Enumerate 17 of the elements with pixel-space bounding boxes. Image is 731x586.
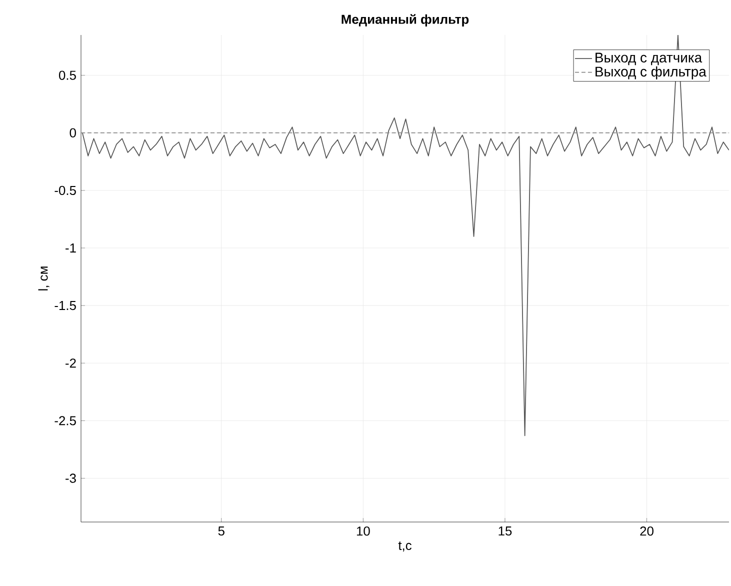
legend-label: Выход с датчика [596, 52, 702, 66]
y-axis-title: l, см [38, 266, 50, 290]
legend-label: Выход с фильтра [596, 66, 706, 80]
y-tick-label: 0.5 [58, 70, 76, 80]
x-tick-label: 20 [640, 526, 654, 536]
x-tick-label: 5 [218, 526, 224, 536]
x-tick-label: 10 [356, 526, 370, 536]
y-tick-label: -1 [66, 244, 76, 252]
x-axis-title: t,c [398, 542, 412, 552]
y-tick-label: -2.5 [54, 416, 76, 426]
chart-title: Медианный фильтр [342, 14, 469, 26]
y-tick-label: -0.5 [54, 186, 76, 195]
x-tick-label: 15 [498, 526, 512, 536]
y-tick-label: -2 [66, 358, 76, 368]
y-tick-label: 0 [70, 128, 76, 138]
y-tick-label: -1.5 [54, 301, 76, 310]
y-tick-label: -3 [66, 474, 76, 483]
